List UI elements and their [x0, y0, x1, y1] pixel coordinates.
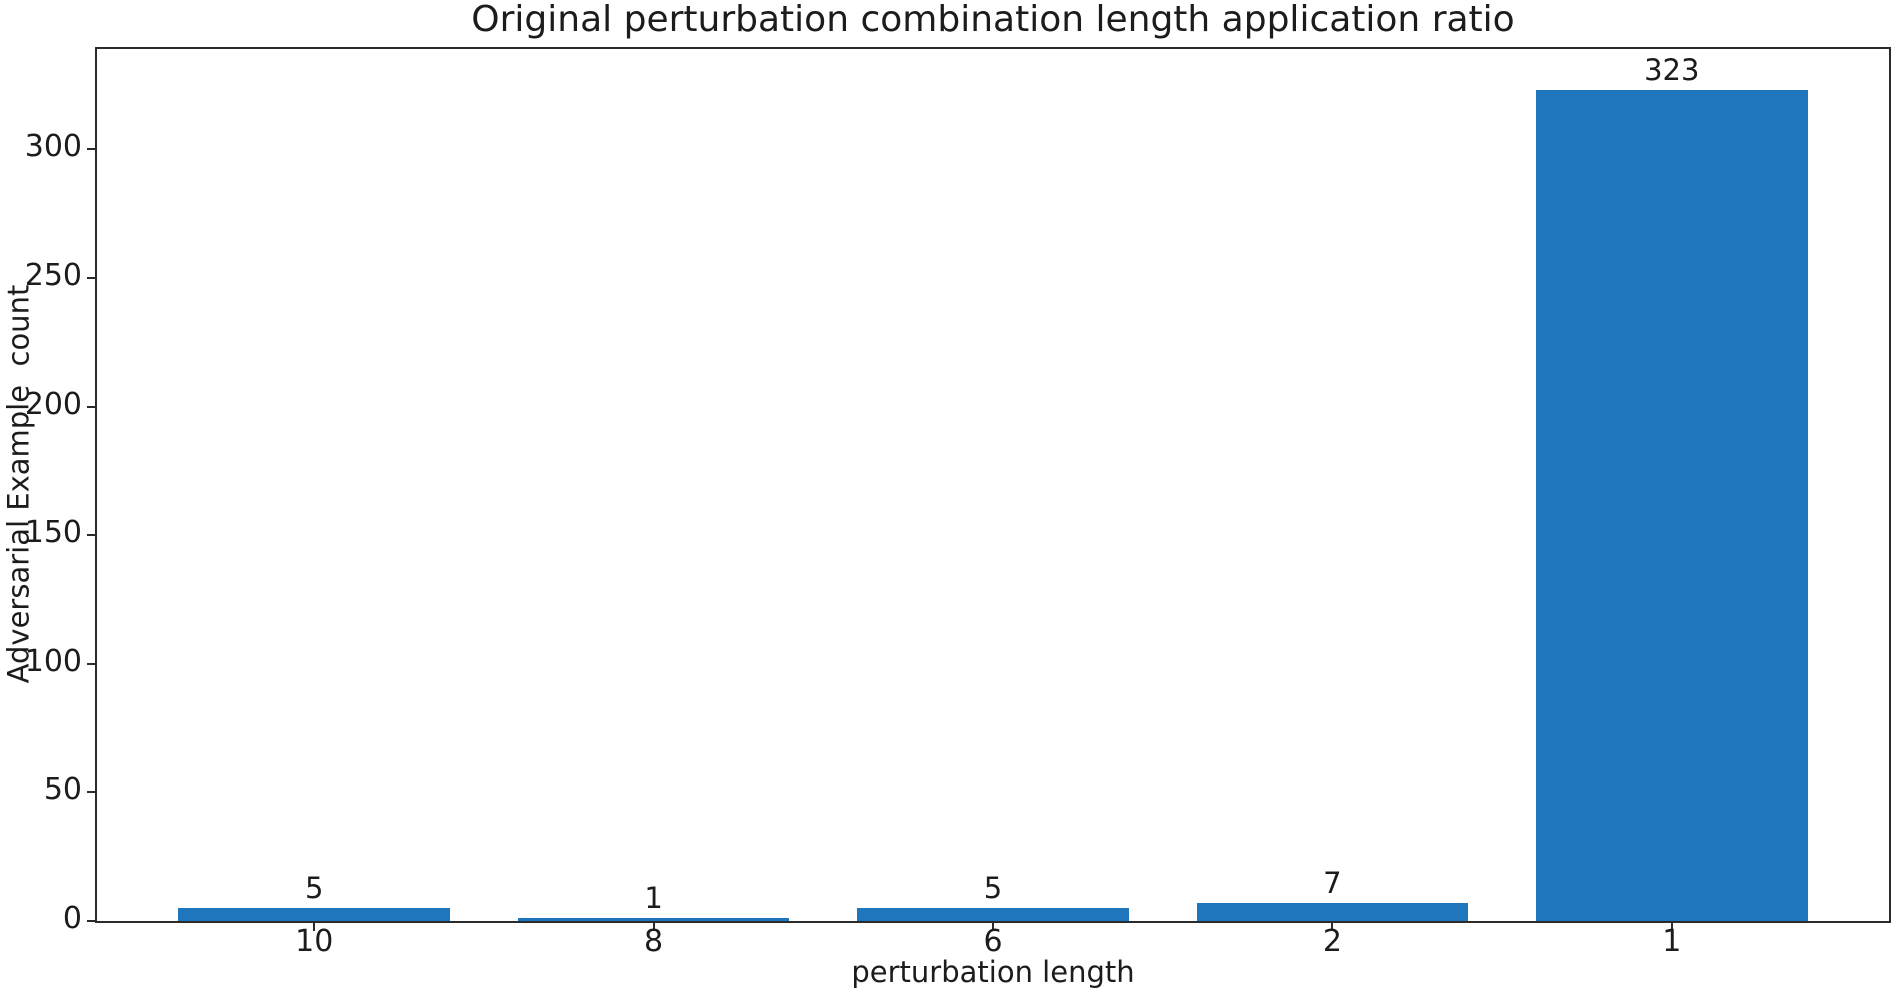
- y-tick-mark: [87, 791, 95, 794]
- y-tick-label: 200: [24, 386, 82, 422]
- bar: [1196, 903, 1469, 921]
- x-tick-label: 6: [983, 924, 1003, 959]
- y-tick-mark: [87, 662, 95, 665]
- y-tick-label: 300: [24, 129, 82, 165]
- bar: [178, 908, 450, 921]
- x-tick-label: 2: [1322, 924, 1342, 959]
- x-tick-mark: [313, 923, 316, 931]
- bar: [857, 908, 1129, 921]
- bar-value-label: 323: [1644, 53, 1700, 88]
- chart-title: Original perturbation combination length…: [471, 0, 1515, 40]
- x-tick-label: 1: [1662, 924, 1682, 959]
- y-tick-mark: [87, 920, 95, 922]
- bar-value-label: 5: [304, 871, 324, 906]
- bar-value-label: 1: [644, 881, 663, 916]
- y-tick-label: 150: [24, 515, 82, 551]
- y-tick-mark: [87, 405, 95, 408]
- y-tick-label: 100: [24, 643, 82, 679]
- x-tick-label: 8: [644, 924, 664, 959]
- bar: [1536, 90, 1808, 921]
- y-tick-mark: [87, 276, 95, 279]
- bar: [517, 918, 790, 921]
- y-tick-label: 50: [43, 772, 82, 808]
- y-tick-label: 250: [24, 257, 82, 293]
- y-tick-mark: [87, 534, 95, 537]
- x-tick-mark: [652, 923, 655, 931]
- y-tick-mark: [87, 148, 95, 151]
- x-axis-label: perturbation length: [851, 955, 1135, 989]
- x-tick-label: 10: [295, 924, 334, 959]
- bar-value-label: 5: [983, 871, 1003, 906]
- x-tick-mark: [1670, 923, 1673, 931]
- x-tick-mark: [992, 923, 994, 931]
- x-tick-mark: [1331, 923, 1334, 931]
- y-axis-label: Adversarial Example count: [1, 284, 36, 684]
- plot-area: [95, 47, 1891, 923]
- bar-value-label: 7: [1323, 865, 1342, 900]
- y-tick-label: 0: [62, 901, 82, 936]
